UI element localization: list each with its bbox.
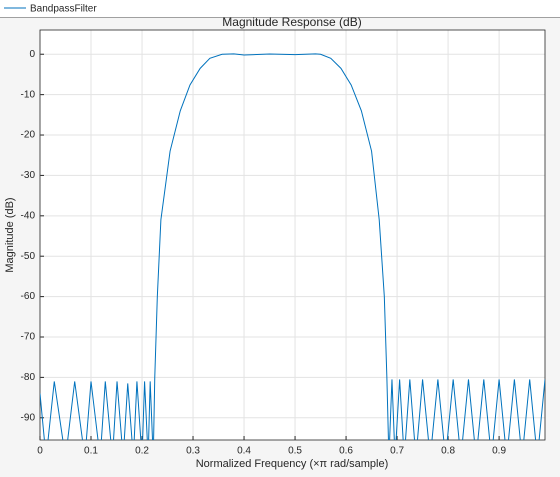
x-tick-label: 0.2 xyxy=(135,446,149,457)
x-tick-label: 0 xyxy=(37,446,43,457)
x-tick-label: 0.5 xyxy=(288,446,302,457)
chart-title: Magnitude Response (dB) xyxy=(222,15,361,29)
x-tick-label: 0.3 xyxy=(186,446,200,457)
x-tick-label: 0.8 xyxy=(441,446,455,457)
y-tick-label: -40 xyxy=(21,210,36,221)
x-axis-label: Normalized Frequency (×π rad/sample) xyxy=(196,458,389,470)
y-tick-label: -30 xyxy=(21,170,36,181)
y-tick-label: -20 xyxy=(21,130,36,141)
x-tick-label: 0.1 xyxy=(84,446,98,457)
line-series xyxy=(40,53,545,440)
y-axis-label: Magnitude (dB) xyxy=(4,197,16,272)
y-tick-label: 0 xyxy=(29,49,35,60)
y-tick-label: -50 xyxy=(21,251,36,262)
x-tick-label: 0.7 xyxy=(390,446,404,457)
plot-area xyxy=(40,30,545,440)
y-tick-label: -80 xyxy=(21,372,36,383)
y-tick-label: -60 xyxy=(21,291,36,302)
legend-bar xyxy=(0,0,560,17)
x-tick-label: 0.6 xyxy=(339,446,353,457)
legend-label: BandpassFilter xyxy=(30,4,97,15)
axes-box xyxy=(39,29,546,441)
y-tick-label: -90 xyxy=(21,412,36,423)
y-tick-label: -70 xyxy=(21,332,36,343)
x-tick-label: 0.4 xyxy=(237,446,251,457)
y-tick-label: -10 xyxy=(21,89,36,100)
x-tick-label: 0.9 xyxy=(492,446,506,457)
